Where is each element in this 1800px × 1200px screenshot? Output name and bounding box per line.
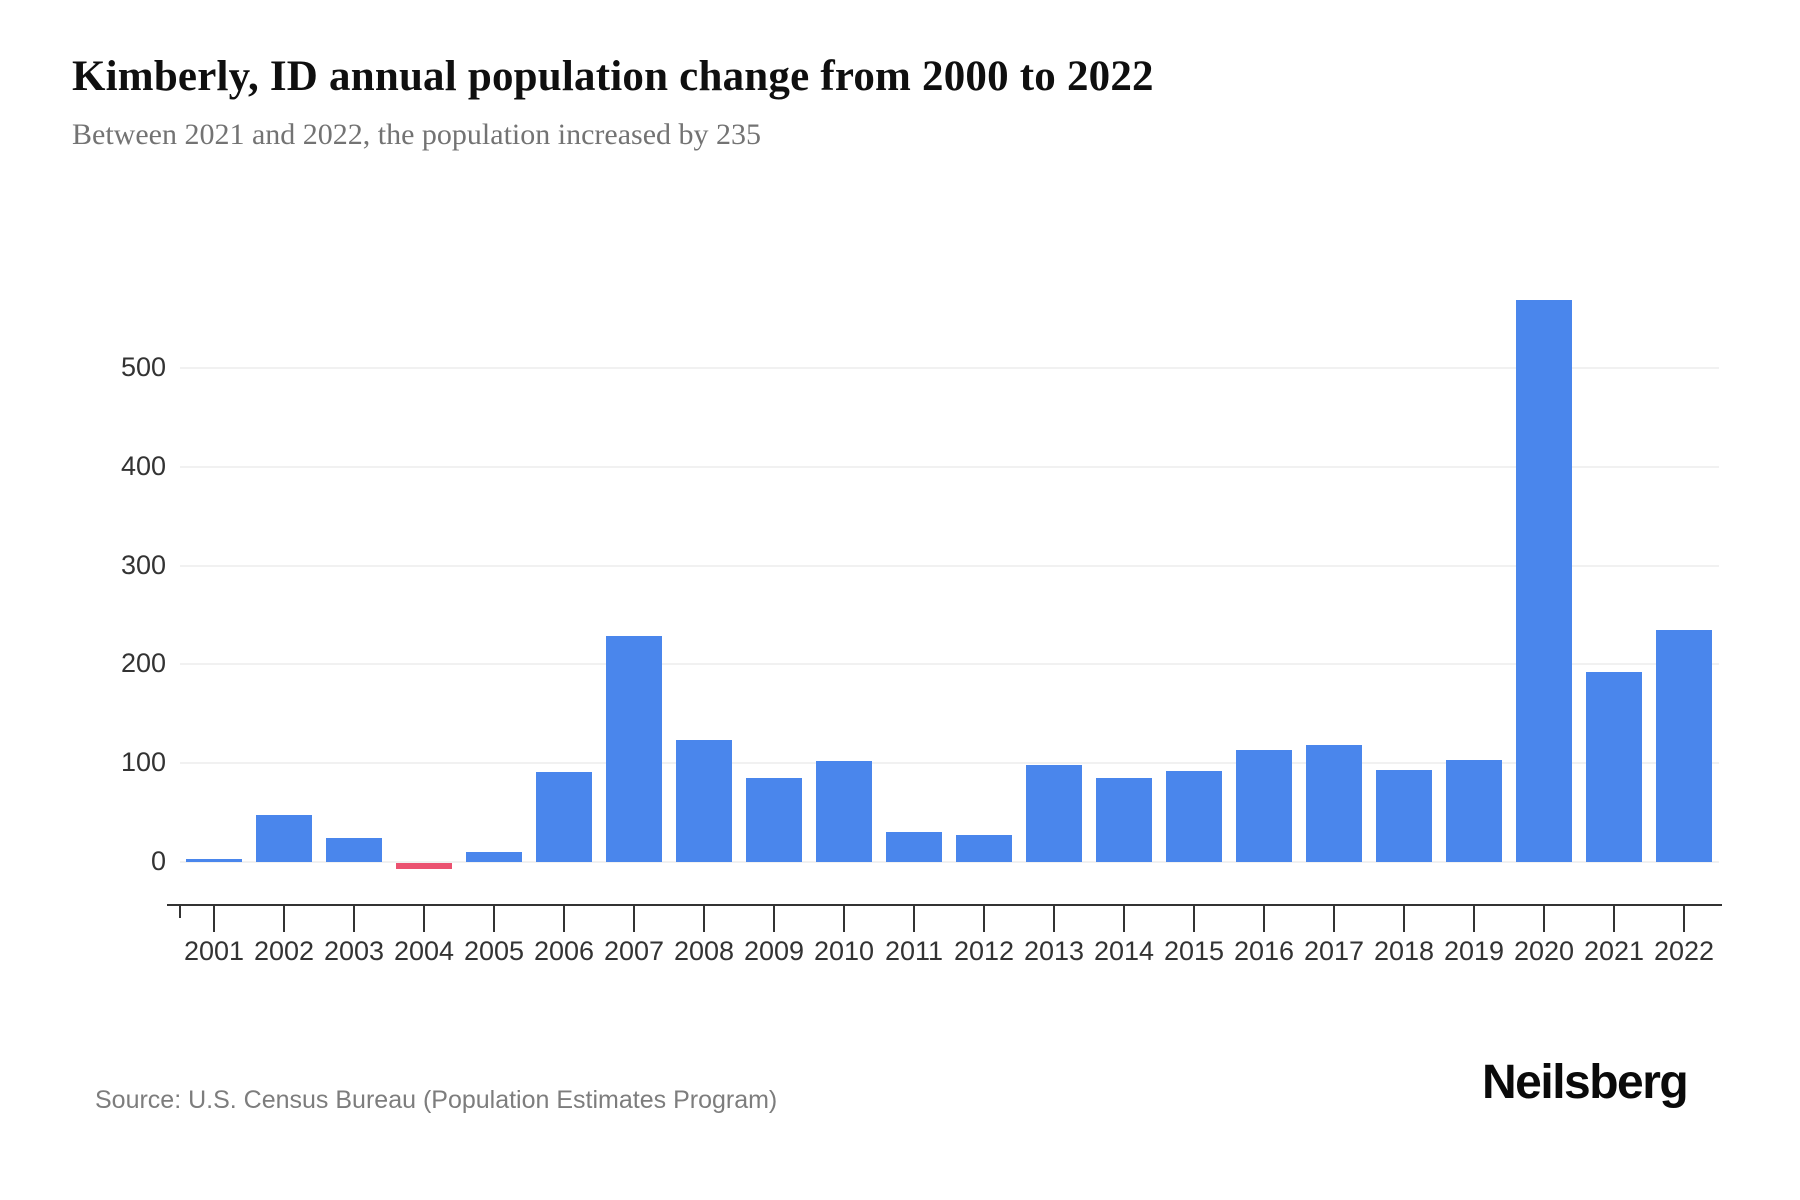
x-axis-tick-2016 — [1263, 904, 1265, 932]
y-axis-tick-label: 300 — [120, 549, 166, 580]
x-axis-label-2012: 2012 — [953, 936, 1015, 966]
x-axis-label-2017: 2017 — [1303, 936, 1365, 966]
x-axis-tick-2022 — [1683, 904, 1685, 932]
y-axis-tick-label: 200 — [120, 648, 166, 679]
bar-2001[interactable] — [186, 859, 242, 862]
x-axis-tick-2012 — [983, 904, 985, 932]
x-axis-label-2014: 2014 — [1093, 936, 1155, 966]
gridline-y-100 — [180, 762, 1719, 765]
bar-2019[interactable] — [1446, 760, 1502, 862]
x-axis-label-2008: 2008 — [673, 936, 735, 966]
x-axis-tick-2013 — [1053, 904, 1055, 932]
bar-2018[interactable] — [1376, 770, 1432, 862]
x-axis-label-2006: 2006 — [533, 936, 595, 966]
y-axis-tick-label: 0 — [150, 846, 166, 876]
x-axis-label-2021: 2021 — [1583, 936, 1645, 966]
bar-2013[interactable] — [1026, 765, 1082, 862]
x-axis-label-2010: 2010 — [813, 936, 875, 966]
x-axis-label-2022: 2022 — [1653, 936, 1715, 966]
x-axis-tick-2021 — [1613, 904, 1615, 932]
bar-2006[interactable] — [536, 772, 592, 862]
bar-2007[interactable] — [606, 635, 662, 862]
x-axis-label-2016: 2016 — [1233, 936, 1295, 966]
x-axis-tick-2004 — [423, 904, 425, 932]
bar-2008[interactable] — [676, 740, 732, 862]
x-axis-label-2001: 2001 — [183, 936, 245, 966]
x-axis-tick-2007 — [633, 904, 635, 932]
x-axis-tick-2011 — [913, 904, 915, 932]
x-axis-tick-2001 — [213, 904, 215, 932]
x-axis-edge-tick — [179, 904, 181, 918]
x-axis-tick-2018 — [1403, 904, 1405, 932]
x-axis-tick-2005 — [493, 904, 495, 932]
x-axis-label-2015: 2015 — [1163, 936, 1225, 966]
x-axis-tick-2015 — [1193, 904, 1195, 932]
gridline-y-400 — [180, 465, 1719, 468]
bar-2004[interactable] — [396, 863, 452, 869]
x-axis-tick-2014 — [1123, 904, 1125, 932]
bar-2009[interactable] — [746, 778, 802, 862]
y-axis-tick-label: 100 — [120, 747, 166, 778]
bar-2003[interactable] — [326, 838, 382, 862]
gridline-y-200 — [180, 663, 1719, 666]
bar-2022[interactable] — [1656, 629, 1712, 862]
x-axis-tick-2008 — [703, 904, 705, 932]
x-axis-tick-2003 — [353, 904, 355, 932]
bar-2005[interactable] — [466, 852, 522, 862]
bar-2015[interactable] — [1166, 771, 1222, 862]
x-axis-label-2019: 2019 — [1443, 936, 1505, 966]
y-axis-tick-label: 500 — [120, 352, 166, 382]
bar-2017[interactable] — [1306, 745, 1362, 862]
gridline-y-500 — [180, 367, 1719, 369]
bar-2020[interactable] — [1516, 299, 1572, 862]
bar-2014[interactable] — [1096, 778, 1152, 862]
x-axis-label-2009: 2009 — [743, 936, 805, 966]
bar-2012[interactable] — [956, 835, 1012, 862]
x-axis-line — [167, 904, 1722, 906]
x-axis-tick-2006 — [563, 904, 565, 932]
page-title: Kimberly, ID annual population change fr… — [72, 53, 1154, 100]
bar-2011[interactable] — [886, 832, 942, 862]
x-axis-tick-2017 — [1333, 904, 1335, 932]
x-axis-tick-2020 — [1543, 904, 1545, 932]
x-axis-label-2007: 2007 — [603, 936, 665, 966]
x-axis-label-2013: 2013 — [1023, 936, 1085, 966]
gridline-y-300 — [180, 564, 1719, 567]
bar-2016[interactable] — [1236, 750, 1292, 862]
x-axis-label-2018: 2018 — [1373, 936, 1435, 966]
x-axis-label-2005: 2005 — [463, 936, 525, 966]
bar-chart-plot-area: 0 100 200 300 400 500 2001 2002 2003 2004 2005 2006… — [120, 299, 1722, 966]
y-axis-tick-label: 400 — [120, 450, 166, 481]
x-axis-tick-2019 — [1473, 904, 1475, 932]
x-axis-label-2002: 2002 — [253, 936, 315, 966]
bar-2010[interactable] — [816, 761, 872, 862]
source-attribution: Source: U.S. Census Bureau (Population E… — [95, 1086, 778, 1114]
chart-subtitle: Between 2021 and 2022, the population in… — [72, 118, 762, 151]
bar-2021[interactable] — [1586, 672, 1642, 862]
neilsberg-logo: Neilsberg — [1482, 1056, 1689, 1109]
x-axis-label-2011: 2011 — [884, 936, 944, 966]
gridline-y-0 — [180, 861, 1719, 863]
x-axis-tick-2002 — [283, 904, 285, 932]
x-axis-label-2020: 2020 — [1513, 936, 1575, 966]
x-axis-label-2003: 2003 — [323, 936, 385, 966]
x-axis-tick-2010 — [843, 904, 845, 932]
x-axis-tick-2009 — [773, 904, 775, 932]
bar-2002[interactable] — [256, 814, 312, 862]
x-axis-label-2004: 2004 — [393, 936, 455, 966]
